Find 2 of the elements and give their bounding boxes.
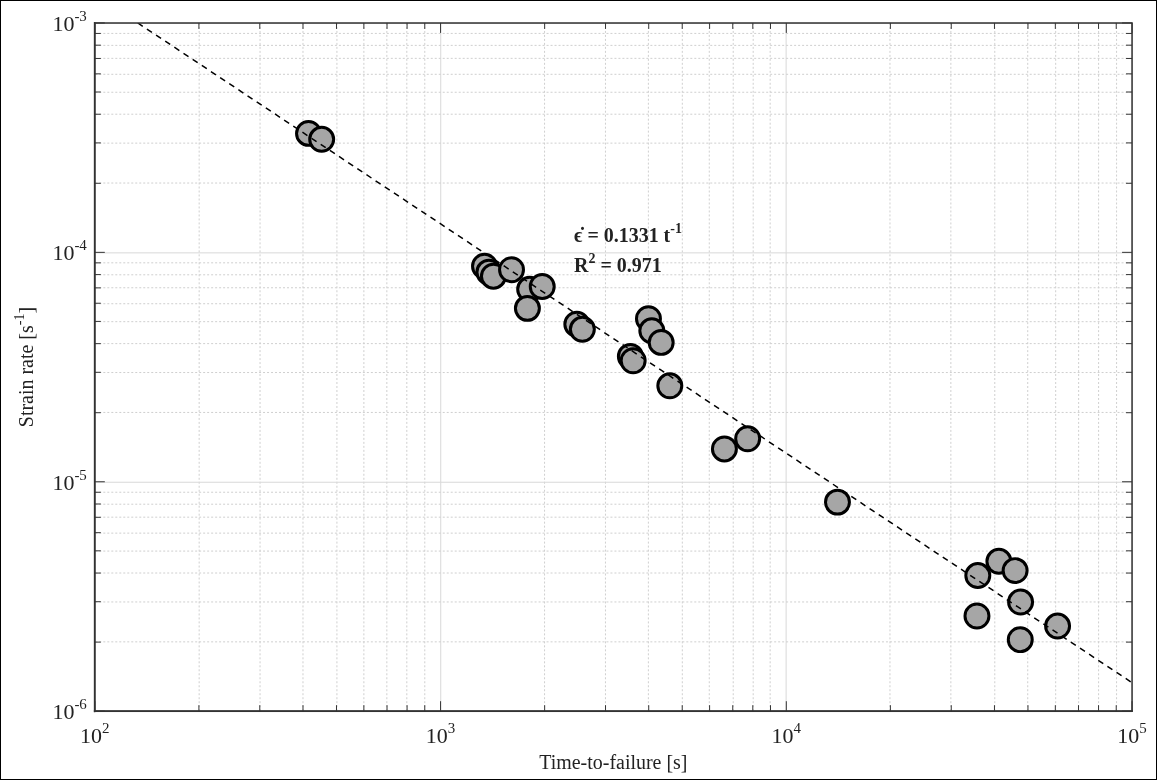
x-axis-title: Time-to-failure [s]: [539, 751, 688, 774]
y-axis-title: Strain rate [s-1]: [11, 306, 37, 428]
